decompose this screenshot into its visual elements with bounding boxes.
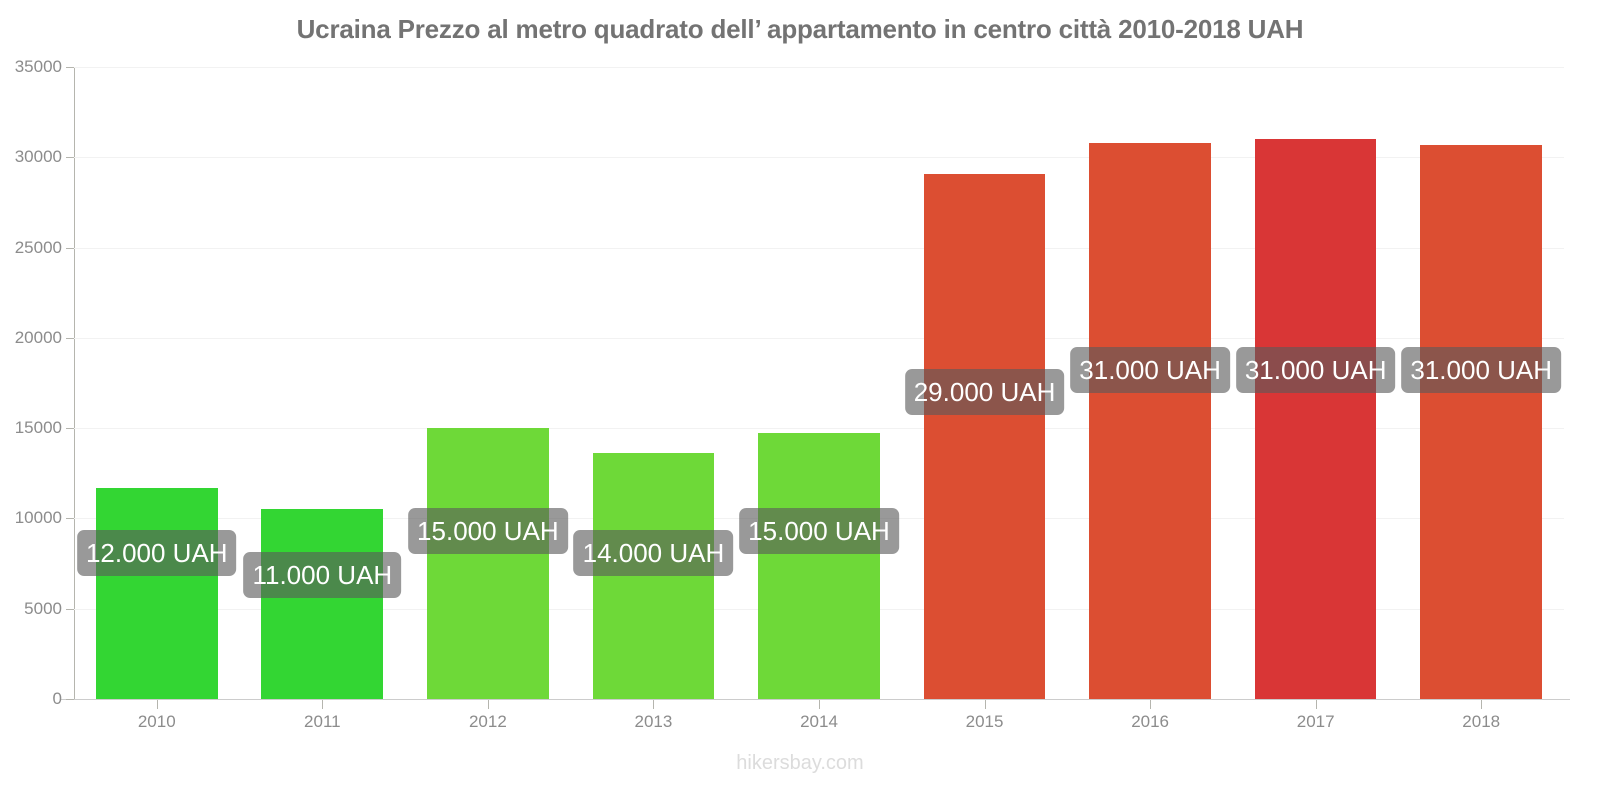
x-tick-label-2014: 2014 <box>800 712 838 731</box>
y-tick-mark <box>66 518 74 520</box>
value-label-2017: 31.000 UAH <box>1235 347 1396 394</box>
y-tick-mark <box>66 337 74 339</box>
x-tick-mark <box>819 700 820 709</box>
y-axis-line <box>74 67 75 700</box>
y-tick-mark <box>66 699 74 700</box>
bar-2016[interactable] <box>1089 142 1211 699</box>
value-label-2011: 11.000 UAH <box>243 551 402 598</box>
x-tick-label-2018: 2018 <box>1462 712 1501 731</box>
value-label-2010: 12.000 UAH <box>76 529 237 576</box>
plot-area: 12.000 UAH 11.000 UAH 15.000 UAH 14.000 UAH… <box>66 67 1564 709</box>
bar-2015[interactable] <box>923 173 1046 699</box>
x-tick-label-2011: 2011 <box>304 712 341 731</box>
gridline <box>74 247 1564 249</box>
value-label-2014: 15.000 UAH <box>739 507 899 554</box>
y-tick-label: 25000 <box>14 237 62 257</box>
x-tick-mark <box>156 700 158 709</box>
x-tick-mark <box>1481 700 1483 709</box>
value-label-2018: 31.000 UAH <box>1401 347 1562 394</box>
bar-2018[interactable] <box>1420 144 1543 699</box>
x-tick-label-2010: 2010 <box>137 712 176 731</box>
x-tick-label-2015: 2015 <box>965 712 1004 731</box>
chart-title: Ucraina Prezzo al metro quadrato dell’ a… <box>296 14 1304 44</box>
bar-2011[interactable] <box>261 508 384 699</box>
y-tick-mark <box>66 428 74 430</box>
bar-2014[interactable] <box>758 432 880 699</box>
x-tick-label-2012: 2012 <box>468 712 507 731</box>
y-tick-label: 15000 <box>14 418 62 438</box>
y-tick-label: 30000 <box>14 147 62 167</box>
gridline <box>74 699 1564 700</box>
value-label-2013: 14.000 UAH <box>573 529 734 576</box>
y-tick-mark <box>66 157 74 159</box>
bar-2017[interactable] <box>1254 139 1377 699</box>
x-tick-mark <box>1315 700 1317 709</box>
footer-credit: hikersbay.com <box>736 752 864 774</box>
y-tick-mark <box>66 67 74 68</box>
x-tick-mark <box>653 700 655 709</box>
bar-2013[interactable] <box>592 452 715 699</box>
y-tick-label: 35000 <box>14 57 62 76</box>
x-tick-mark <box>322 700 324 709</box>
x-tick-mark <box>487 700 489 709</box>
value-label-2012: 15.000 UAH <box>408 507 568 554</box>
value-label-2016: 31.000 UAH <box>1070 347 1230 394</box>
bar-2012[interactable] <box>427 428 549 699</box>
x-tick-label-2013: 2013 <box>634 712 673 731</box>
gridline <box>74 157 1564 159</box>
y-tick-label: 20000 <box>14 327 62 347</box>
gridline <box>74 67 1564 68</box>
x-tick-label-2016: 2016 <box>1131 712 1170 731</box>
gridline <box>74 428 1564 430</box>
y-tick-label: 5000 <box>24 598 62 618</box>
x-tick-label-2017: 2017 <box>1296 712 1335 731</box>
y-tick-label: 0 <box>52 689 62 708</box>
bar-2010[interactable] <box>95 487 218 699</box>
y-tick-label: 10000 <box>14 508 62 528</box>
x-tick-mark <box>984 700 986 709</box>
x-tick-mark <box>1150 700 1152 709</box>
value-label-2015: 29.000 UAH <box>904 369 1065 416</box>
y-tick-mark <box>66 247 74 249</box>
y-tick-mark <box>66 608 74 610</box>
gridline <box>74 337 1564 339</box>
